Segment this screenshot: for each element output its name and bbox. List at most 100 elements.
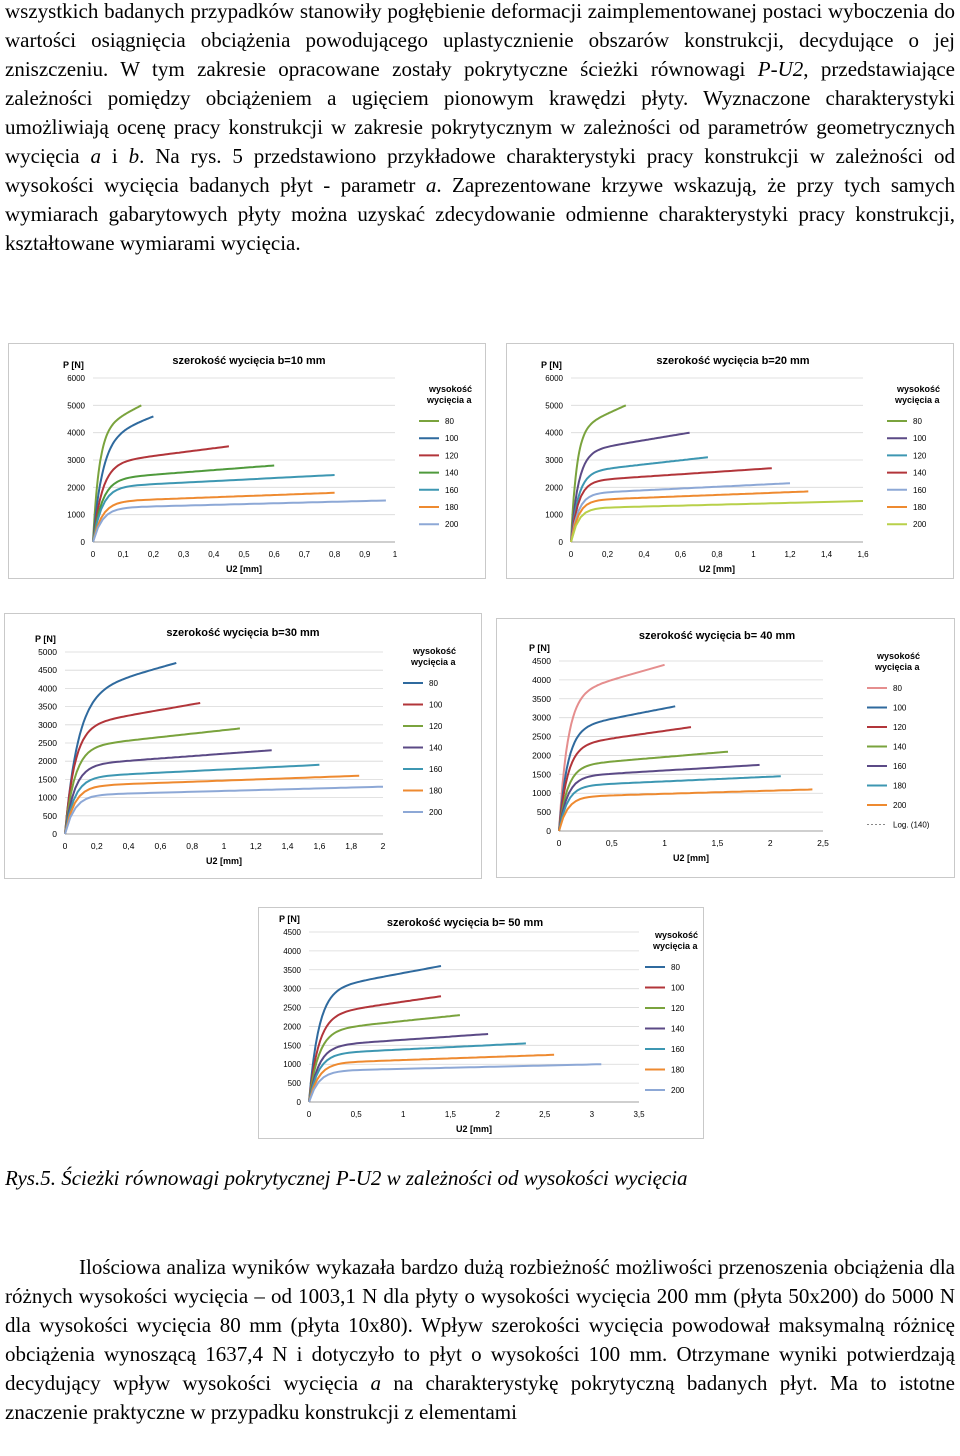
y-tick-label: 5000 — [38, 647, 57, 657]
legend-label: 120 — [445, 451, 459, 460]
legend-label: 200 — [893, 801, 907, 810]
series-line-180 — [92, 491, 335, 543]
y-axis-label: P [N] — [63, 360, 84, 370]
series-line-200 — [308, 1063, 602, 1103]
y-tick-label: 4000 — [532, 675, 551, 685]
series-line-200 — [558, 788, 813, 832]
paragraph-analysis: Ilościowa analiza wyników wykazała bardz… — [5, 1253, 955, 1427]
x-tick-label: 0,6 — [154, 841, 166, 851]
x-axis-label: U2 [mm] — [673, 853, 709, 863]
legend-label: 80 — [429, 679, 438, 688]
x-tick-label: 0 — [307, 1110, 312, 1119]
y-tick-label: 0 — [297, 1098, 302, 1107]
series-line-80 — [64, 661, 177, 835]
legend-label: 100 — [913, 434, 927, 443]
x-tick-label: 0 — [557, 838, 562, 848]
text-run: na charakterystykę pokrytyczną badanych … — [5, 1371, 955, 1424]
legend-title: wycięcia a — [894, 395, 941, 405]
y-tick-label: 500 — [43, 811, 57, 821]
chart-title: szerokość wycięcia b= 40 mm — [639, 630, 795, 642]
legend-label: 120 — [429, 722, 443, 731]
y-tick-label: 2500 — [38, 738, 57, 748]
x-tick-label: 0,5 — [351, 1110, 363, 1119]
y-tick-label: 1500 — [532, 769, 551, 779]
x-tick-label: 3,5 — [633, 1110, 645, 1119]
text-run: . Zaprezentowane krzywe wskazują, że prz… — [5, 173, 955, 255]
y-tick-label: 0 — [559, 538, 564, 547]
legend-title: wysokość — [654, 930, 698, 940]
legend-label: 180 — [893, 782, 907, 791]
legend-label: 200 — [671, 1086, 685, 1095]
x-tick-label: 1,8 — [345, 841, 357, 851]
italic-term: b — [128, 144, 140, 168]
y-tick-label: 1000 — [545, 511, 563, 520]
x-tick-label: 1,2 — [784, 550, 796, 559]
y-tick-label: 4500 — [38, 665, 57, 675]
x-tick-label: 0,5 — [238, 550, 250, 559]
legend-label: 140 — [445, 469, 459, 478]
y-tick-label: 6000 — [545, 374, 563, 383]
series-line-100 — [92, 415, 154, 543]
y-tick-label: 5000 — [67, 401, 85, 410]
x-axis-label: U2 [mm] — [206, 856, 242, 866]
legend-label: 160 — [429, 765, 443, 774]
x-tick-label: 0,2 — [148, 550, 160, 559]
italic-term: a — [425, 173, 437, 197]
legend-label: 100 — [671, 984, 685, 993]
y-tick-label: 2000 — [283, 1022, 301, 1031]
chart-b50-svg: szerokość wycięcia b= 50 mm P [N] U2 [mm] 0… — [279, 914, 699, 1134]
series-line-100 — [570, 431, 690, 543]
legend-label: 120 — [893, 723, 907, 732]
x-tick-label: 1,6 — [313, 841, 325, 851]
series-line-160 — [570, 482, 791, 543]
legend-label: 160 — [445, 486, 459, 495]
y-axis-label: P [N] — [279, 914, 300, 924]
y-tick-label: 3500 — [38, 702, 57, 712]
series-line-160 — [308, 1042, 526, 1103]
x-tick-label: 2,5 — [817, 838, 829, 848]
x-tick-label: 2 — [768, 838, 773, 848]
x-tick-label: 1,5 — [711, 838, 723, 848]
y-axis-label: P [N] — [541, 360, 562, 370]
italic-term: a — [90, 144, 102, 168]
y-tick-label: 2000 — [38, 756, 57, 766]
x-tick-label: 2 — [495, 1110, 500, 1119]
legend-label: 140 — [893, 743, 907, 752]
x-tick-label: 0,2 — [91, 841, 103, 851]
italic-term: P-U2 — [757, 57, 804, 81]
chart-title: szerokość wycięcia b=30 mm — [166, 627, 319, 639]
legend-label: 160 — [893, 762, 907, 771]
x-tick-label: 1,6 — [857, 550, 869, 559]
y-tick-label: 0 — [546, 826, 551, 836]
chart-b20-svg: szerokość wycięcia b=20 mm P [N] U2 [mm] 0 1… — [541, 355, 941, 574]
legend-label: 80 — [671, 963, 680, 972]
series-line-140 — [64, 749, 272, 835]
y-tick-label: 2000 — [545, 483, 563, 492]
legend-label: 180 — [445, 503, 459, 512]
y-tick-label: 2000 — [532, 750, 551, 760]
legend-title: wysokość — [428, 384, 472, 394]
series-line-80 — [92, 404, 142, 543]
x-tick-label: 1,5 — [445, 1110, 457, 1119]
x-tick-label: 2 — [381, 841, 386, 851]
y-tick-label: 3000 — [532, 713, 551, 723]
y-tick-label: 2000 — [67, 483, 85, 492]
legend-label: 120 — [671, 1004, 685, 1013]
legend-label: 200 — [445, 520, 459, 529]
series-line-120 — [558, 726, 692, 832]
x-tick-label: 3 — [590, 1110, 595, 1119]
y-tick-label: 4500 — [283, 928, 301, 937]
legend-label: 80 — [445, 417, 454, 426]
paragraph-intro: wszystkich badanych przypadków stanowiły… — [5, 0, 955, 258]
y-axis-label: P [N] — [529, 643, 550, 653]
y-tick-label: 1500 — [283, 1041, 301, 1050]
legend-label: 200 — [913, 520, 927, 529]
legend-label: 100 — [445, 434, 459, 443]
chart-b40: szerokość wycięcia b= 40 mm P [N] U2 [mm] 0… — [496, 618, 955, 878]
series-line-120 — [570, 456, 708, 543]
series-line-120 — [92, 445, 230, 543]
legend-title: wysokość — [412, 646, 456, 656]
legend-label: 180 — [913, 503, 927, 512]
legend-label: 80 — [913, 417, 922, 426]
x-tick-label: 0 — [91, 550, 96, 559]
